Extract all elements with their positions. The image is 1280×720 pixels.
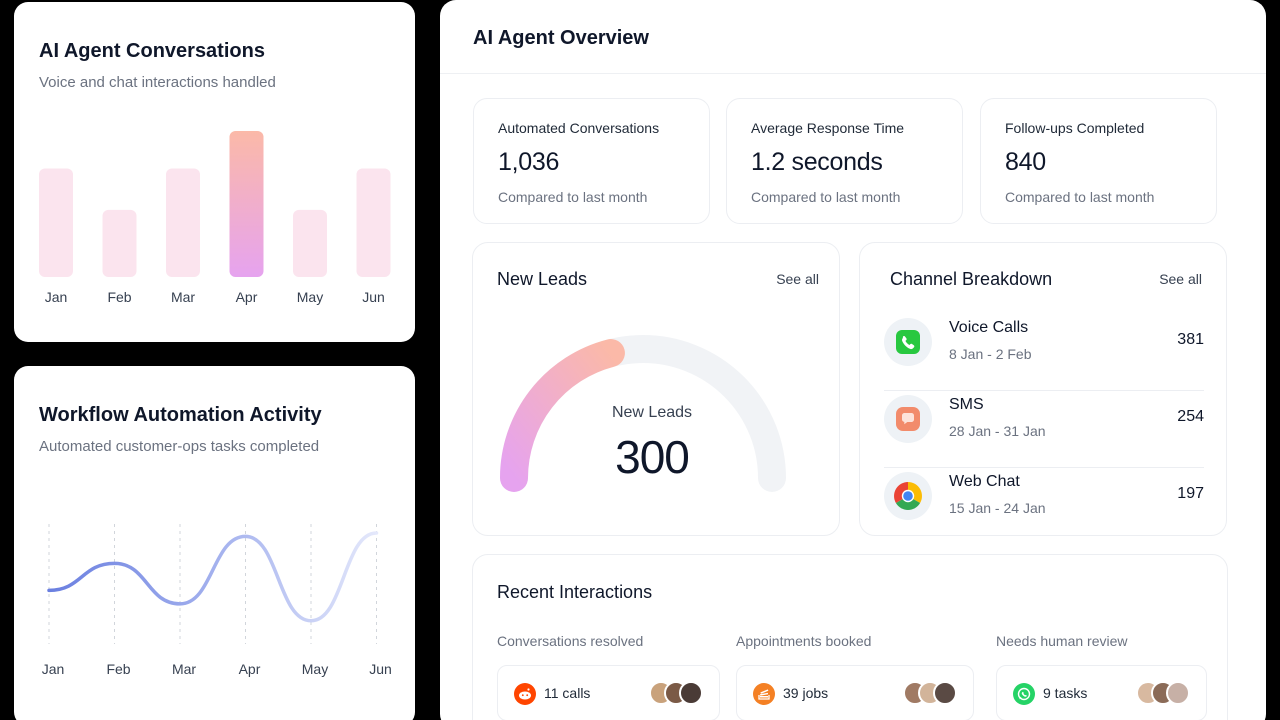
stat-label: Automated Conversations (498, 120, 660, 136)
see-all-link[interactable]: See all (776, 271, 819, 287)
channel-name: Voice Calls (949, 319, 1029, 336)
interaction-box-jobs[interactable]: 39 jobs (736, 665, 974, 720)
column-needs-human-review: Needs human review (996, 633, 1128, 649)
column-label: Conversations resolved (497, 633, 644, 649)
stat-value: 840 (1005, 148, 1046, 176)
whatsapp-icon (1013, 683, 1035, 705)
bar-mar[interactable] (166, 168, 200, 277)
x-tick-label: Apr (236, 289, 258, 305)
column-label: Needs human review (996, 633, 1128, 649)
bar-jun[interactable] (356, 168, 391, 277)
channel-date-range: 8 Jan - 2 Feb (949, 346, 1032, 362)
interaction-count: 11 calls (544, 685, 591, 701)
ai-agent-conversations-card: AI Agent Conversations Voice and chat in… (14, 2, 415, 342)
panel-title: New Leads (497, 269, 588, 289)
chrome-icon (884, 472, 932, 520)
channel-count: 381 (1177, 331, 1204, 348)
avatar-group (1136, 681, 1190, 705)
gauge-fill (500, 339, 625, 492)
column-conversations-resolved: Conversations resolved (497, 633, 643, 649)
card-title: AI Agent Conversations (39, 40, 265, 62)
stat-comparison: Compared to last month (498, 189, 648, 205)
stat-card-average-response-time[interactable]: Average Response Time 1.2 seconds Compar… (726, 98, 963, 224)
card-subtitle: Voice and chat interactions handled (39, 74, 276, 91)
channel-count: 197 (1177, 485, 1204, 502)
ai-agent-overview-panel: AI Agent Overview Automated Conversation… (440, 0, 1266, 720)
stat-value: 1,036 (498, 148, 560, 176)
stat-value: 1.2 seconds (751, 148, 883, 176)
x-tick-label: Jun (362, 289, 385, 305)
workflow-line-chart: Jan Feb Mar Apr May Jun (42, 524, 392, 677)
x-tick-label: Jun (369, 661, 392, 677)
x-tick-label: Feb (107, 289, 131, 305)
workflow-automation-card: Workflow Automation Activity Automated c… (14, 366, 415, 720)
recent-interactions-panel: Recent Interactions Conversations resolv… (472, 554, 1228, 720)
channel-row-voice-calls[interactable]: Voice Calls 8 Jan - 2 Feb 381 (884, 315, 1204, 391)
conversations-bar-chart: Jan Feb Mar Apr May Jun (39, 130, 391, 305)
stat-card-follow-ups-completed[interactable]: Follow-ups Completed 840 Compared to las… (980, 98, 1217, 224)
channel-date-range: 28 Jan - 31 Jan (949, 423, 1046, 439)
x-tick-label: May (302, 661, 328, 677)
panel-title: Channel Breakdown (890, 269, 1053, 289)
gauge-value: 300 (615, 431, 690, 483)
phone-icon (884, 318, 932, 366)
channel-breakdown-panel: Channel Breakdown See all Voice Calls 8 … (859, 242, 1227, 536)
stat-card-automated-conversations[interactable]: Automated Conversations 1,036 Compared t… (473, 98, 710, 224)
card-title: Workflow Automation Activity (39, 404, 322, 426)
new-leads-gauge (500, 335, 786, 492)
channel-count: 254 (1177, 408, 1204, 425)
message-icon (884, 395, 932, 443)
x-tick-label: Jan (42, 661, 65, 677)
divider (440, 73, 1266, 74)
interaction-box-calls[interactable]: 11 calls (497, 665, 720, 720)
avatar-group (903, 681, 957, 705)
interaction-count: 9 tasks (1043, 685, 1088, 701)
overview-title: AI Agent Overview (473, 27, 649, 49)
x-tick-label: Mar (171, 289, 195, 305)
channel-row-web-chat[interactable]: Web Chat 15 Jan - 24 Jan 197 (884, 469, 1204, 545)
gauge-label: New Leads (611, 404, 693, 421)
bar-apr[interactable] (229, 130, 264, 277)
bar-jan[interactable] (39, 168, 73, 277)
divider (884, 467, 1204, 468)
avatar (1166, 681, 1190, 705)
stat-comparison: Compared to last month (751, 189, 901, 205)
avatar-group (649, 681, 703, 705)
stack-icon (753, 683, 775, 705)
see-all-link[interactable]: See all (1159, 271, 1202, 287)
divider (884, 390, 1204, 391)
interaction-box-tasks[interactable]: 9 tasks (996, 665, 1207, 720)
column-label: Appointments booked (736, 633, 872, 649)
x-tick-label: Mar (172, 661, 196, 677)
new-leads-panel: New Leads See all New Leads 300 (472, 242, 840, 536)
channel-date-range: 15 Jan - 24 Jan (949, 500, 1046, 516)
channel-name: Web Chat (949, 473, 1020, 490)
avatar (933, 681, 957, 705)
stat-label: Follow-ups Completed (1005, 120, 1145, 136)
channel-row-sms[interactable]: SMS 28 Jan - 31 Jan 254 (884, 392, 1204, 468)
avatar (679, 681, 703, 705)
series-line (47, 531, 379, 623)
x-tick-label: Feb (106, 661, 130, 677)
reddit-icon (514, 683, 536, 705)
card-subtitle: Automated customer-ops tasks completed (39, 438, 320, 455)
x-tick-label: May (297, 289, 323, 305)
bar-feb[interactable] (102, 209, 137, 277)
x-tick-label: Apr (239, 661, 261, 677)
stat-label: Average Response Time (751, 120, 905, 136)
column-appointments-booked: Appointments booked (736, 633, 871, 649)
bar-may[interactable] (293, 209, 327, 277)
channel-name: SMS (949, 396, 984, 413)
panel-title: Recent Interactions (497, 582, 653, 602)
stat-comparison: Compared to last month (1005, 189, 1155, 205)
interaction-count: 39 jobs (783, 685, 829, 701)
x-tick-label: Jan (45, 289, 68, 305)
